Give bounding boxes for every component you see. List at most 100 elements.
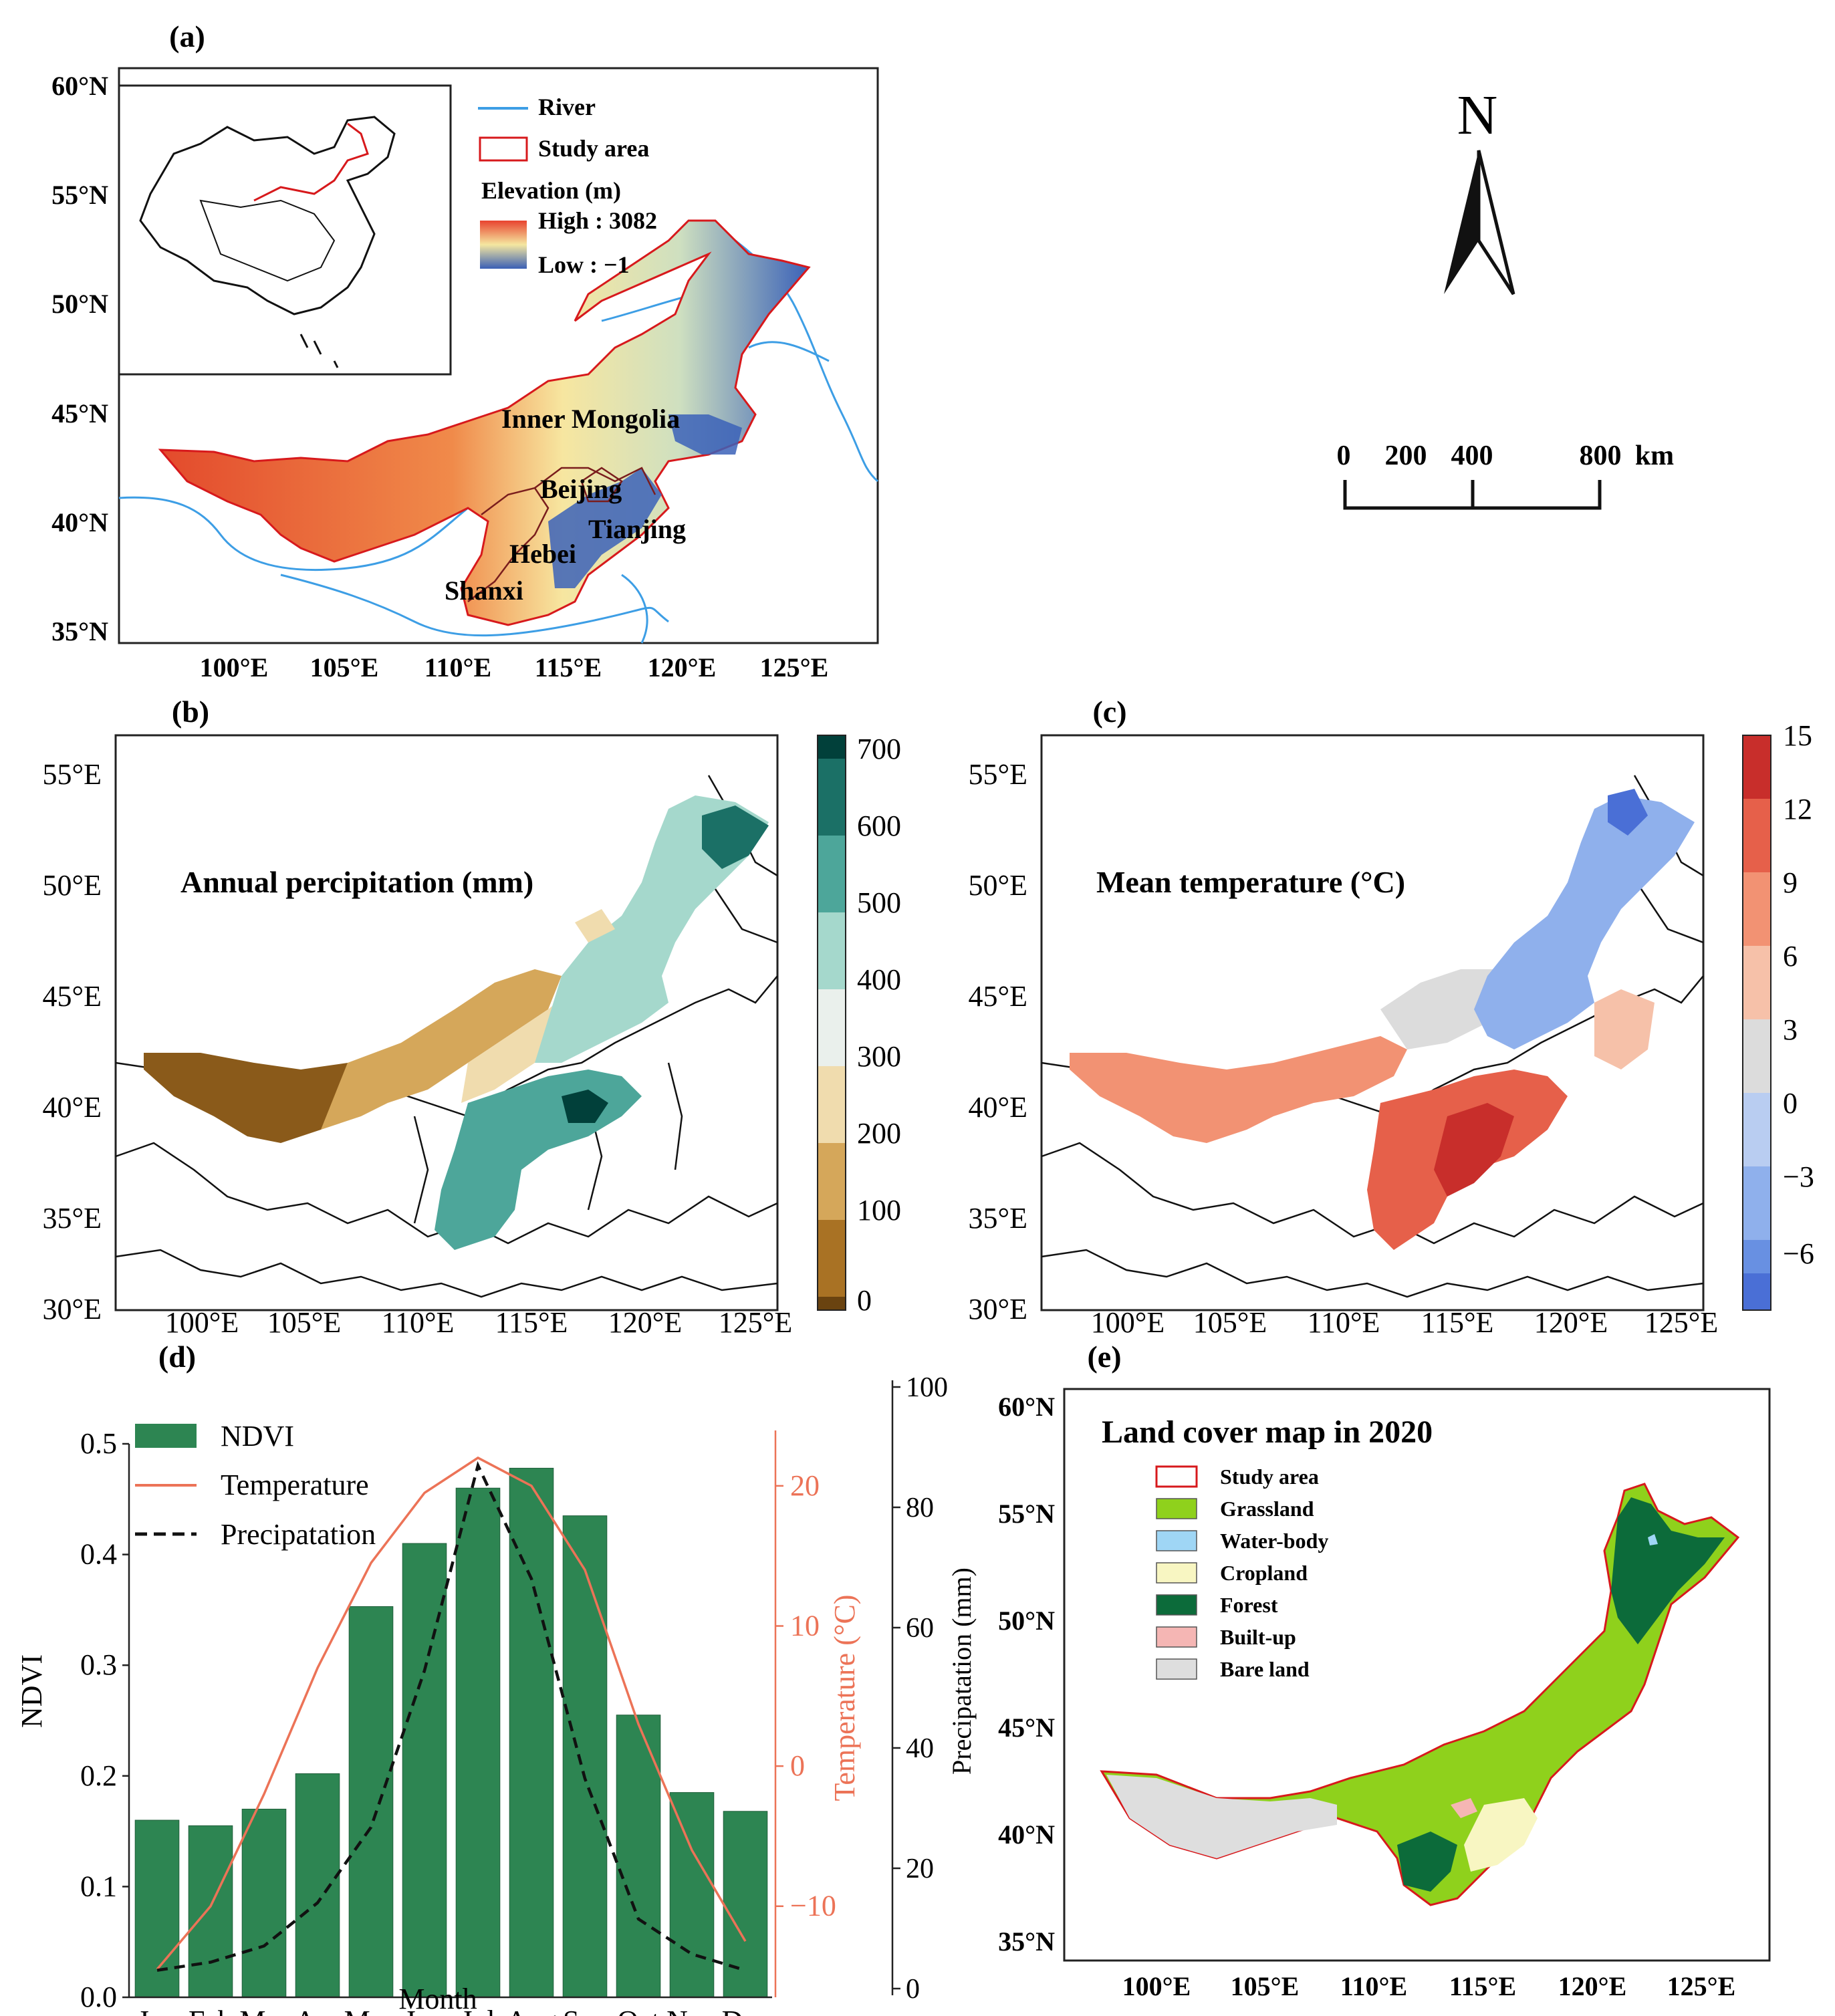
y-tick-label: 0.0 — [80, 1981, 117, 2013]
svg-text:6: 6 — [1783, 940, 1798, 973]
precipitation-tick-label: 0 — [906, 1974, 920, 2005]
svg-text:45°E: 45°E — [969, 980, 1027, 1013]
x-tick-nov: Nov — [666, 2005, 717, 2016]
ndvi-bar-nov — [669, 1792, 715, 1998]
precip-region-northeast-wet — [702, 805, 769, 869]
panel-b-colorbar — [817, 735, 846, 1311]
legend-label-forest: Forest — [1220, 1593, 1278, 1617]
legend-elevation-low: Low : −1 — [538, 251, 630, 278]
panel-b-lat-ticks: 55°E 50°E 45°E 40°E 35°E 30°E — [43, 758, 102, 1326]
svg-text:115°E: 115°E — [495, 1306, 568, 1337]
panel-b-precipitation-map: (b) Annual percipitation (mm) 55°E 50°E … — [43, 695, 901, 1337]
svg-text:115°E: 115°E — [1421, 1306, 1494, 1337]
ndvi-bar-apr — [295, 1773, 340, 1998]
legend-label-grassland: Grassland — [1220, 1497, 1314, 1521]
svg-text:50°N: 50°N — [998, 1606, 1055, 1636]
place-names: Inner Mongolia Beijing Tianjing Hebei Sh… — [445, 404, 686, 606]
ndvi-bar-jul — [455, 1487, 501, 1998]
ndvi-bar-aug — [509, 1467, 554, 1998]
panel-e-lat-ticks: 60°N 55°N 50°N 45°N 40°N 35°N — [998, 1392, 1055, 1957]
precip-region-northeast — [535, 795, 769, 1063]
study-area-east-lowland — [548, 468, 662, 588]
ndvi-bar-may — [348, 1606, 394, 1998]
legend-precip-label: Precipatation — [221, 1518, 376, 1551]
precip-region-grassland-fringe — [575, 909, 615, 942]
precipitation-line — [156, 1461, 746, 1972]
svg-text:600: 600 — [857, 809, 901, 842]
svg-text:120°E: 120°E — [1534, 1306, 1608, 1337]
legend-label-study-area: Study area — [1220, 1465, 1319, 1489]
panel-b-colorbar-ticks: 700 600 500 400 300 200 100 0 — [857, 733, 901, 1317]
panel-e-title: Land cover map in 2020 — [1102, 1414, 1433, 1450]
y-tick-label: 0.4 — [80, 1538, 117, 1571]
panel-d-right-label: Temperature (°C) — [828, 1595, 861, 1801]
legend-river-label: River — [538, 94, 596, 120]
svg-text:100°E: 100°E — [165, 1306, 239, 1337]
panel-b-title: Annual percipitation (mm) — [180, 865, 533, 899]
scale-bar: 0 200 400 800 km — [1337, 440, 1674, 510]
x-tick-aug: Aug — [506, 2005, 557, 2016]
panel-e-ylabel: Precipatation (mm) — [947, 1567, 977, 1775]
north-arrow: N — [1444, 84, 1515, 295]
panel-e-legend: Study area Grassland Water-body Cropland For… — [1155, 1465, 1328, 1681]
precipitation-tick-label: 100 — [906, 1372, 948, 1403]
svg-text:125°E: 125°E — [760, 652, 829, 682]
panel-a-lon-ticks: 100°E 105°E 110°E 115°E 120°E 125°E — [200, 652, 829, 682]
ndvi-bar-dec — [723, 1811, 768, 1998]
svg-text:40°N: 40°N — [51, 507, 108, 537]
precipitation-tick-label: 20 — [906, 1854, 934, 1884]
svg-text:30°E: 30°E — [969, 1293, 1027, 1326]
temperature-line — [156, 1456, 747, 1971]
panel-c-colorbar-ticks: 15 12 9 6 3 0 −3 −6 — [1783, 719, 1814, 1270]
legend-swatch-forest — [1156, 1594, 1197, 1616]
landcover-built-up — [1451, 1798, 1477, 1818]
svg-text:50°N: 50°N — [51, 289, 108, 319]
precip-region-dry-west — [144, 1053, 374, 1143]
x-tick-jun: Jun — [404, 2005, 445, 2016]
legend-study-area-label: Study area — [538, 135, 649, 162]
svg-text:35°N: 35°N — [998, 1926, 1055, 1957]
panel-b-label: (b) — [172, 695, 209, 729]
panel-d-ylabel: NDVI — [15, 1654, 48, 1728]
panel-d-legend: NDVI Temperature Precipatation — [135, 1420, 376, 1551]
landcover-forest-south — [1397, 1832, 1457, 1892]
legend-elevation-title: Elevation (m) — [481, 177, 621, 204]
ndvi-bar-feb — [188, 1825, 233, 1998]
svg-text:9: 9 — [1783, 866, 1798, 899]
svg-text:400: 400 — [857, 963, 901, 996]
panel-c-lon-ticks: 100°E 105°E 110°E 115°E 120°E 125°E — [1091, 1306, 1718, 1337]
svg-text:−6: −6 — [1783, 1237, 1814, 1270]
ndvi-bar-mar — [241, 1808, 287, 1998]
ndvi-bar-jan — [134, 1819, 180, 1998]
svg-text:700: 700 — [857, 733, 901, 765]
panel-c-label: (c) — [1092, 695, 1126, 729]
svg-text:400: 400 — [1451, 440, 1493, 471]
ndvi-bar-jun — [402, 1543, 447, 1998]
legend-swatch-study-area — [1155, 1465, 1198, 1488]
svg-text:55°E: 55°E — [969, 758, 1027, 791]
landcover-water-body — [1648, 1534, 1658, 1545]
landcover-region — [1100, 1483, 1740, 1906]
svg-text:60°N: 60°N — [998, 1392, 1055, 1422]
precipitation-tick-label: 80 — [906, 1493, 934, 1523]
temperature-tick-label: 0 — [790, 1749, 805, 1782]
precip-region-semi-dry — [321, 969, 562, 1130]
panel-a-lat-ticks: 60°N 55°N 50°N 45°N 40°N 35°N — [51, 71, 108, 646]
svg-text:105°E: 105°E — [267, 1306, 341, 1337]
panel-d-ndvi-chart: (d) Jan Feb Mar AprMay Jun Jul Aug Sep Oct Nov Dec… — [15, 1340, 948, 2016]
x-tick-mar: Mar — [239, 2005, 289, 2016]
x-tick-oct: Oct — [617, 2005, 660, 2016]
svg-text:100°E: 100°E — [1091, 1306, 1165, 1337]
svg-text:200: 200 — [1385, 440, 1427, 471]
landcover-forest-north — [1611, 1497, 1725, 1644]
y-tick-label: 0.2 — [80, 1759, 117, 1792]
panel-c-title: Mean temperature (°C) — [1096, 865, 1405, 899]
svg-text:15: 15 — [1783, 719, 1812, 752]
svg-text:50°E: 50°E — [969, 869, 1027, 902]
study-area-ne-lowland — [668, 414, 742, 455]
place-tianjing: Tianjing — [588, 514, 686, 544]
svg-text:45°E: 45°E — [43, 980, 102, 1013]
svg-text:35°E: 35°E — [43, 1202, 102, 1235]
x-tick-jul: Jul — [461, 2005, 495, 2016]
panel-a-elevation-map: (a) Inner Mongolia Be — [51, 19, 1674, 682]
